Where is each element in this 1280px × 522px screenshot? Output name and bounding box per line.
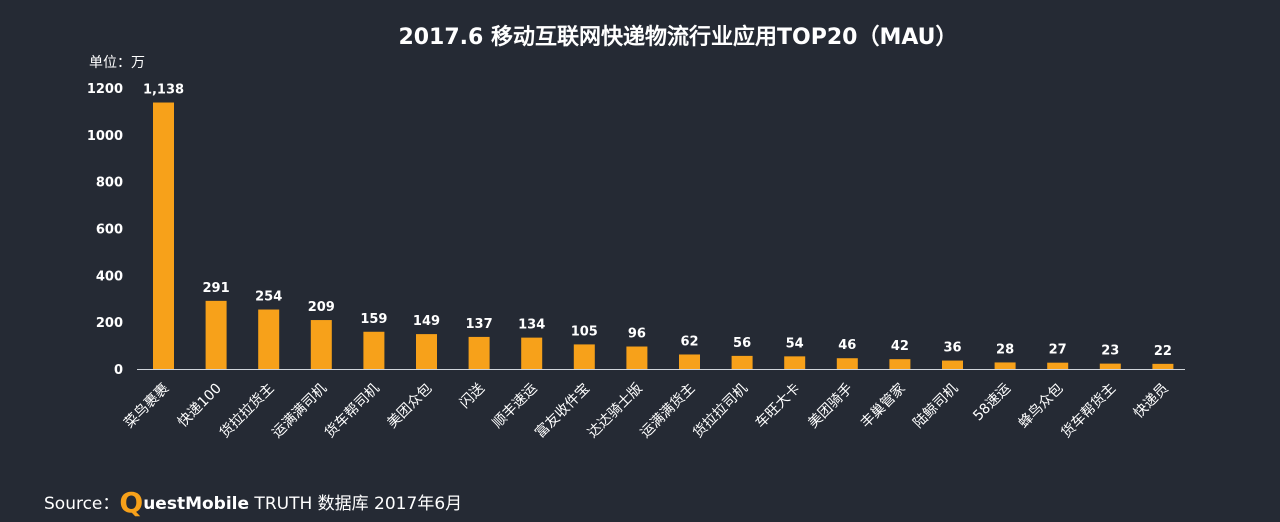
x-tick-label: 快递员 [1131,381,1172,422]
x-tick-label: 货拉拉司机 [689,380,751,442]
x-tick-label: 蜂鸟众包 [1016,381,1067,432]
bar-value-label: 96 [628,327,646,342]
x-tick-label: 货拉拉货主 [216,380,278,442]
bar-value-label: 62 [680,334,698,349]
x-tick-label: 闪送 [457,381,488,412]
source-note: Source：QuestMobile TRUTH 数据库 2017年6月 [44,486,462,519]
bar-value-label: 54 [786,336,804,351]
bar [521,337,543,369]
bar [889,359,911,369]
bar-value-label: 56 [733,336,751,351]
bar [1099,363,1121,369]
y-axis: 0 200 400 600 800 1000 1200 [87,82,123,378]
bar [416,334,437,369]
y-tick-label: 200 [96,316,123,331]
bar [836,358,858,369]
x-tick-label: 美团骑手 [805,381,856,432]
bar-value-label: 209 [308,300,335,315]
bar-value-label: 28 [996,342,1014,357]
y-tick-label: 1200 [87,82,123,97]
x-tick-label: 运满满货主 [637,380,699,442]
y-tick-label: 400 [96,269,123,284]
bars [153,102,1174,369]
y-tick-label: 0 [114,363,123,378]
bar [468,336,490,369]
x-tick-label: 运满满司机 [269,381,330,442]
x-tick-label: 快递100 [175,381,225,431]
bar-value-label: 36 [943,341,961,356]
data-labels: 1,138 291 254 209 159 149 137 134 105 96 62 56 54 46 4… [143,83,1172,359]
bar-value-label: 46 [838,338,856,353]
bar-value-label: 137 [466,317,493,332]
chart-title: 2017.6 移动互联网快递物流行业应用TOP20（MAU） [398,24,957,50]
x-tick-label: 58速运 [970,381,1014,425]
x-tick-label: 顺丰速运 [490,381,541,432]
bar-value-label: 105 [571,324,598,339]
bar-value-label: 22 [1154,344,1172,359]
x-tick-label: 达达骑士版 [585,381,646,442]
x-tick-label: 货车帮司机 [321,380,383,442]
bar [942,360,963,369]
bar [626,346,648,369]
brand-name: uestMobile [143,494,250,514]
bar-value-label: 134 [518,318,545,333]
source-lead: Source： [44,494,120,514]
bar-value-label: 149 [413,314,440,329]
bar-value-label: 1,138 [143,83,184,98]
bar [1152,363,1174,369]
bar [731,355,753,369]
x-tick-label: 菜鸟裹裹 [121,381,172,432]
y-tick-label: 600 [96,223,123,238]
x-tick-label: 丰巢管家 [857,380,909,432]
y-tick-label: 800 [96,176,123,191]
bar-value-label: 159 [360,312,387,327]
bar-value-label: 291 [203,281,230,296]
bar-value-label: 27 [1049,343,1067,358]
bar [1047,362,1069,369]
x-tick-label: 车旺大卡 [752,380,804,432]
bar-value-label: 254 [255,290,282,305]
bar-value-label: 23 [1101,344,1119,359]
y-tick-label: 1000 [87,129,123,144]
source-tail: TRUTH 数据库 2017年6月 [249,494,463,514]
bar [363,331,385,369]
brand-q-letter: Q [119,486,144,519]
bar [994,362,1016,369]
bar [258,309,280,369]
x-tick-label: 富友收件宝 [532,380,594,442]
bar [153,102,174,369]
bar-value-label: 42 [891,339,909,354]
bar [679,354,700,369]
bar [205,300,227,369]
x-tick-label: 陆鲸司机 [910,381,961,432]
x-tick-label: 美团众包 [384,381,435,432]
unit-label: 单位：万 [89,55,145,71]
bar [573,344,595,369]
x-tick-label: 货车帮货主 [1058,380,1120,442]
bar [310,320,332,369]
bar [784,356,806,369]
